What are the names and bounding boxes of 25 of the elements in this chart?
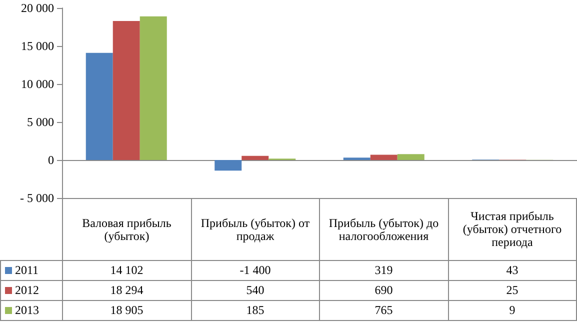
x-tick-label: Прибыль (убыток) до налогообложения [320,198,448,260]
x-tick-label: Валовая прибыль (убыток) [62,198,191,260]
data-label: 14 102 [62,260,191,280]
y-tick-label: 5 000 [27,115,54,129]
data-label: 185 [191,300,320,320]
y-tick-label: 20 000 [21,1,54,15]
data-label: -1 400 [191,260,320,280]
data-label: 43 [448,260,576,280]
x-tick-label: Чистая прибыль (убыток) отчетного периода [448,198,576,260]
legend-label: 2013 [0,300,62,320]
legend-label: 2011 [0,260,62,280]
data-label: 18 905 [62,300,191,320]
y-tick-label: - 5 000 [20,191,54,205]
data-label: 319 [320,260,448,280]
data-label: 540 [191,280,320,300]
data-label: 18 294 [62,280,191,300]
legend-label: 2012 [0,280,62,300]
data-label: 765 [320,300,448,320]
y-tick-label: 10 000 [21,77,54,91]
y-tick-label: 15 000 [21,39,54,53]
data-label: 690 [320,280,448,300]
data-label: 25 [448,280,576,300]
y-tick-label: 0 [48,153,54,167]
x-tick-label: Прибыль (убыток) от продаж [191,198,320,260]
data-label: 9 [448,300,576,320]
